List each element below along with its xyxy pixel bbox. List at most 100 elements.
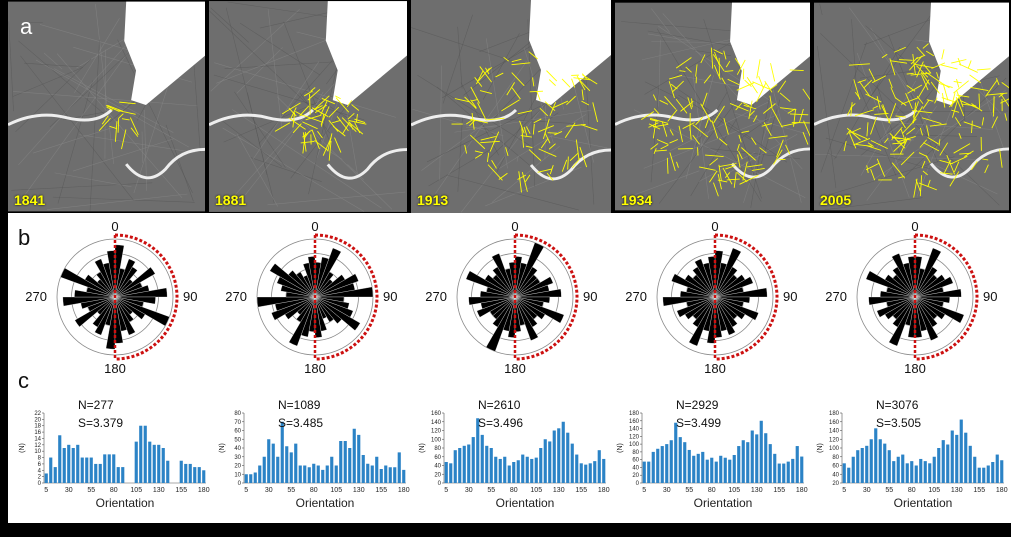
year-label: 1841 bbox=[14, 192, 46, 208]
histogram-bar bbox=[865, 445, 869, 483]
histogram-bar bbox=[98, 463, 102, 483]
y-tick-label: 18 bbox=[34, 424, 41, 430]
rose-petal bbox=[688, 296, 716, 347]
histogram-bar bbox=[184, 463, 188, 483]
histogram-bar bbox=[148, 441, 152, 483]
histogram-bar bbox=[737, 446, 741, 483]
y-tick-label: 100 bbox=[431, 437, 442, 443]
histogram-bar bbox=[53, 467, 57, 483]
histogram-bar bbox=[485, 445, 489, 483]
x-axis-label: Orientation bbox=[296, 496, 355, 510]
histogram-bar bbox=[768, 444, 772, 483]
y-tick-label: 140 bbox=[431, 420, 442, 426]
histogram-bar bbox=[85, 457, 89, 483]
x-tick-label: 130 bbox=[553, 487, 565, 494]
rose-petal bbox=[692, 296, 716, 328]
rose-petal bbox=[491, 253, 516, 298]
histogram-bar bbox=[642, 461, 646, 483]
x-tick-label: 80 bbox=[110, 487, 118, 494]
histogram-bar bbox=[116, 467, 120, 483]
histogram-bar bbox=[152, 444, 156, 483]
histogram-bar bbox=[139, 425, 143, 483]
histogram-bar bbox=[557, 428, 561, 483]
histogram-bar bbox=[58, 435, 62, 483]
histogram-bar bbox=[732, 455, 736, 483]
y-tick-label: 160 bbox=[829, 420, 840, 426]
street-network bbox=[451, 51, 598, 193]
histogram-bar bbox=[946, 444, 950, 483]
rose-petal bbox=[662, 296, 716, 307]
x-tick-label: 30 bbox=[465, 487, 473, 494]
rose-petal bbox=[714, 296, 759, 321]
rose-petal bbox=[114, 287, 168, 298]
histogram-bar bbox=[910, 461, 914, 483]
y-tick-label: 0 bbox=[636, 481, 640, 487]
rose-petal bbox=[114, 266, 156, 298]
bottom-border bbox=[0, 523, 1011, 537]
rose-petal bbox=[465, 270, 516, 298]
y-tick-label: 120 bbox=[431, 429, 442, 435]
year-label: 1913 bbox=[417, 192, 449, 208]
histogram-bar bbox=[197, 467, 201, 483]
histogram-bar bbox=[467, 444, 471, 483]
x-tick-label: 155 bbox=[973, 487, 985, 494]
x-tick-label: 155 bbox=[175, 487, 187, 494]
histogram-bar bbox=[896, 456, 900, 483]
rose-petal bbox=[492, 296, 516, 328]
histogram-bar bbox=[548, 441, 552, 483]
y-tick-label: 60 bbox=[434, 455, 441, 461]
y-tick-label: 0 bbox=[38, 481, 42, 487]
histogram-bar bbox=[294, 443, 298, 483]
histogram-1881: 0 10 20 30 40 50 60 70 80 5 30 55 80 105 130 155 180 Orie… bbox=[219, 398, 410, 510]
histogram-bar bbox=[397, 452, 401, 483]
histogram-bar bbox=[462, 445, 466, 483]
x-tick-label: 180 bbox=[996, 487, 1008, 494]
rose-petal bbox=[84, 274, 116, 298]
rose-petal bbox=[714, 296, 746, 320]
histogram-bar bbox=[696, 453, 700, 483]
y-axis-label: (N) bbox=[617, 443, 624, 453]
compass-label: 180 bbox=[504, 361, 526, 376]
x-tick-label: 55 bbox=[87, 487, 95, 494]
histogram-bar bbox=[498, 458, 502, 483]
histogram-bar bbox=[188, 463, 192, 483]
year-label: 1934 bbox=[621, 192, 653, 208]
rose-petal bbox=[514, 296, 565, 324]
compass-label: 0 bbox=[711, 219, 718, 234]
histogram-bar bbox=[968, 445, 972, 483]
histogram-bar bbox=[782, 463, 786, 483]
y-tick-label: 180 bbox=[629, 411, 640, 417]
histogram-bar bbox=[539, 448, 543, 483]
histogram-bar bbox=[1000, 460, 1004, 483]
y-tick-label: 60 bbox=[234, 429, 241, 435]
histogram-bar bbox=[258, 465, 262, 483]
x-tick-label: 80 bbox=[708, 487, 716, 494]
histogram-bar bbox=[253, 472, 257, 483]
histogram-bar bbox=[923, 461, 927, 483]
histogram-bar bbox=[905, 463, 909, 483]
histogram-bar bbox=[303, 465, 307, 483]
histogram-bar bbox=[384, 465, 388, 483]
sample-size-label: N=2929 bbox=[676, 398, 719, 412]
histogram-bar bbox=[660, 446, 664, 483]
y-tick-label: 80 bbox=[434, 446, 441, 452]
x-tick-label: 105 bbox=[130, 487, 142, 494]
x-tick-label: 130 bbox=[751, 487, 763, 494]
rose-petal bbox=[314, 296, 361, 331]
compass-label: 0 bbox=[311, 219, 318, 234]
histogram-bar bbox=[143, 425, 147, 483]
y-tick-label: 80 bbox=[632, 450, 639, 456]
histogram-bar bbox=[161, 448, 165, 483]
y-tick-label: 12 bbox=[34, 443, 41, 449]
histogram-bar bbox=[579, 463, 583, 483]
histogram-bar bbox=[874, 428, 878, 483]
rose-petal bbox=[914, 288, 962, 298]
histogram-bar bbox=[494, 456, 498, 483]
y-tick-label: 16 bbox=[34, 430, 41, 436]
x-tick-label: 55 bbox=[487, 487, 495, 494]
x-tick-label: 5 bbox=[44, 487, 48, 494]
histogram-bar bbox=[267, 439, 271, 483]
y-tick-label: 100 bbox=[829, 446, 840, 452]
histogram-bar bbox=[892, 461, 896, 483]
rose-diagram-1934: 0 90 180 270 bbox=[625, 219, 797, 376]
